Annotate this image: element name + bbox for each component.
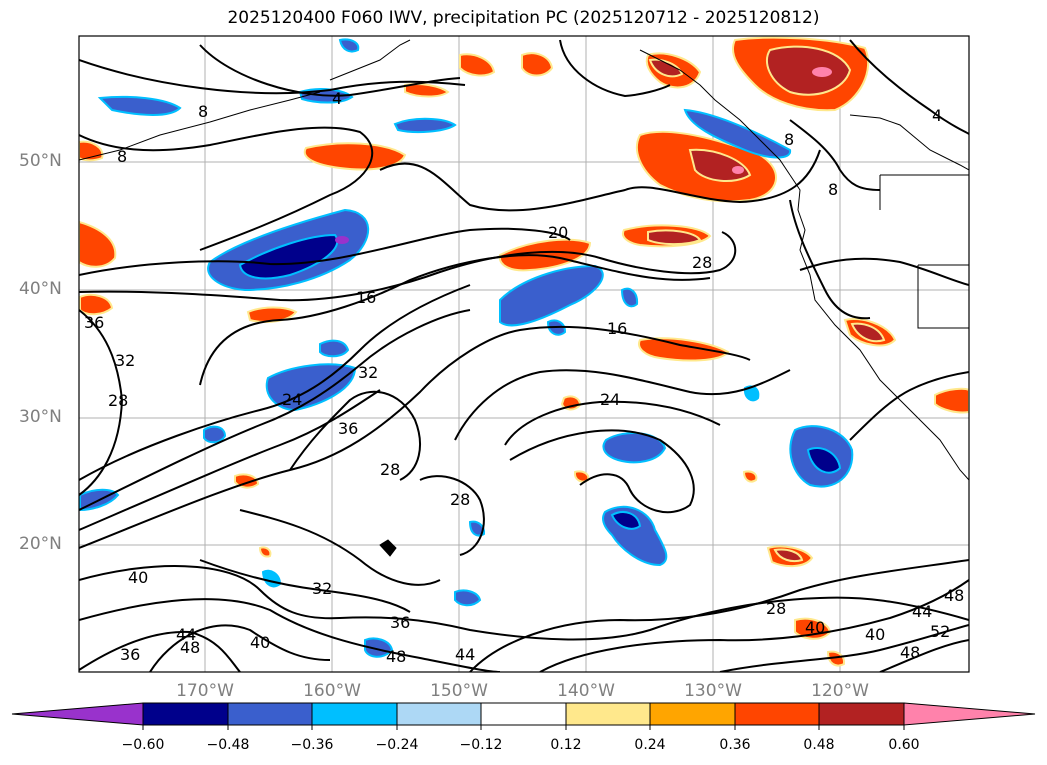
colorbar-segment — [142, 702, 229, 726]
lon-label: 130°W — [684, 681, 742, 701]
map-title: 2025120400 F060 IWV, precipitation PC (2… — [227, 8, 820, 28]
contour-label: 48 — [944, 586, 964, 605]
contour-label: 40 — [865, 625, 885, 644]
colorbar-tick-label: 0.24 — [634, 737, 666, 753]
contour-label: 36 — [120, 645, 140, 664]
contour-label: 32 — [312, 579, 332, 598]
contour-label: 8 — [784, 130, 794, 149]
contour-label: 48 — [386, 647, 406, 666]
colorbar-tick-label: −0.24 — [375, 737, 419, 753]
colorbar-segment — [649, 702, 736, 726]
contour-label: 44 — [912, 602, 932, 621]
colorbar-tick-label: −0.36 — [290, 737, 334, 753]
colorbar-tick-label: −0.48 — [206, 737, 250, 753]
lat-label: 20°N — [19, 534, 62, 554]
contour-label: 24 — [600, 390, 620, 409]
colorbar-segment — [565, 702, 651, 726]
contour-label: 8 — [117, 147, 127, 166]
lon-label: 150°W — [430, 681, 488, 701]
contour-label: 28 — [380, 460, 400, 479]
colorbar-segment — [227, 702, 313, 726]
contour-label: 28 — [450, 490, 470, 509]
contour-label: 44 — [455, 645, 475, 664]
colorbar-tick-label: 0.60 — [888, 737, 920, 753]
lat-label: 50°N — [19, 151, 62, 171]
lon-label: 160°W — [303, 681, 361, 701]
precip-positive-areas — [79, 36, 969, 667]
colorbar-segment — [734, 702, 820, 726]
lon-label: 120°W — [811, 681, 869, 701]
contour-label: 36 — [84, 313, 104, 332]
contour-label: 4 — [332, 89, 342, 108]
colorbar-segment — [818, 702, 905, 726]
colorbar-segment — [396, 702, 482, 726]
contour-label: 8 — [828, 180, 838, 199]
contour-labels: 8 4 8 20 28 16 16 36 32 28 24 32 36 24 2… — [84, 89, 964, 666]
colorbar-tick-label: 0.48 — [803, 737, 835, 753]
colorbar-segment — [903, 702, 1036, 726]
contour-label: 40 — [250, 633, 270, 652]
contour-label: 24 — [282, 390, 302, 409]
contour-label: 4 — [932, 106, 942, 125]
lat-label: 30°N — [19, 407, 62, 427]
contour-label: 36 — [338, 419, 358, 438]
coastlines — [79, 39, 969, 557]
lon-label: 140°W — [557, 681, 615, 701]
contour-label: 28 — [108, 391, 128, 410]
contour-label: 52 — [930, 622, 950, 641]
colorbar-tick-label: −0.60 — [121, 737, 165, 753]
contour-label: 20 — [548, 223, 568, 242]
lat-label: 40°N — [19, 279, 62, 299]
contour-label: 28 — [692, 253, 712, 272]
contour-label: 48 — [180, 638, 200, 657]
contour-label: 36 — [390, 613, 410, 632]
colorbar-segment — [11, 702, 144, 726]
contour-label: 32 — [358, 363, 378, 382]
colorbar-tick-label: 0.36 — [719, 737, 751, 753]
colorbar-tick-label: 0.12 — [550, 737, 582, 753]
iwv-contours — [79, 39, 969, 672]
contour-label: 8 — [198, 102, 208, 121]
colorbar — [11, 702, 1036, 730]
contour-label: 16 — [356, 288, 376, 307]
contour-label: 48 — [900, 643, 920, 662]
lon-label: 170°W — [176, 681, 234, 701]
map-frame — [78, 35, 970, 673]
contour-label: 28 — [766, 599, 786, 618]
colorbar-segment — [480, 702, 567, 726]
map-layers — [79, 36, 969, 672]
colorbar-tick-label: −0.12 — [459, 737, 503, 753]
contour-label: 16 — [607, 319, 627, 338]
contour-label: 44 — [176, 625, 196, 644]
contour-label: 40 — [128, 568, 148, 587]
colorbar-segment — [311, 702, 398, 726]
contour-label: 32 — [115, 351, 135, 370]
contour-label: 40 — [805, 618, 825, 637]
